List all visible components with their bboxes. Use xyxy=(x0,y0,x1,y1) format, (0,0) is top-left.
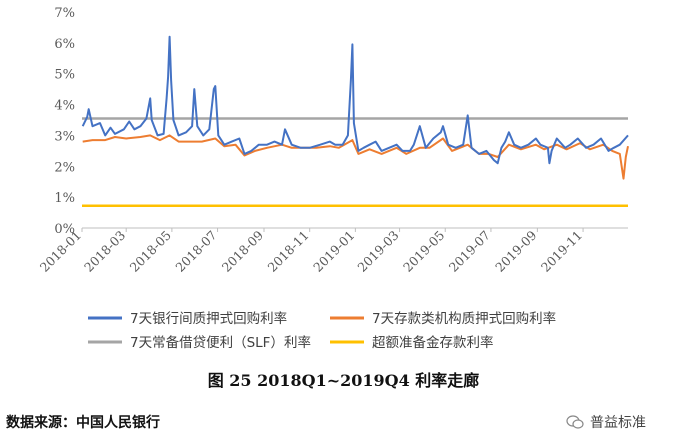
watermark-text: 普益标准 xyxy=(590,415,646,431)
series-lines xyxy=(81,35,629,208)
y-tick-label-0: 0% xyxy=(54,222,75,237)
watermark: 普益标准 xyxy=(566,412,646,432)
legend-label-1: 7天存款类机构质押式回购利率 xyxy=(372,310,556,327)
x-tick-label-2019-11: 2019-11 xyxy=(538,228,585,275)
y-tick-label-3: 3% xyxy=(54,129,75,144)
y-tick-label-4: 4% xyxy=(54,99,75,114)
y-tick-label-2: 2% xyxy=(54,160,75,175)
y-axis-ticks: 0% 1% 2% 3% 4% 5% 6% 7% xyxy=(54,6,75,237)
x-tick-label-2019-09: 2019-09 xyxy=(492,227,539,274)
figure-caption: 图 25 2018Q1~2019Q4 利率走廊 xyxy=(207,371,480,390)
x-tick-label-2019-05: 2019-05 xyxy=(400,228,447,275)
data-source-note: 数据来源：中国人民银行 xyxy=(6,415,160,431)
x-tick-label-2018-11: 2018-11 xyxy=(264,228,311,275)
x-tick-label-2018-05: 2018-05 xyxy=(127,228,174,275)
x-tick-label-2019-07: 2019-07 xyxy=(446,227,493,274)
legend-label-0: 7天银行间质押式回购利率 xyxy=(130,310,287,327)
series-line-1 xyxy=(82,134,629,180)
y-tick-label-7: 7% xyxy=(54,6,75,21)
y-tick-label-6: 6% xyxy=(54,37,75,52)
legend: 7天银行间质押式回购利率 7天存款类机构质押式回购利率 7天常备借贷便利（SLF）利… xyxy=(88,310,556,351)
x-tick-label-2019-01: 2019-01 xyxy=(310,228,357,275)
y-tick-label-5: 5% xyxy=(54,68,75,83)
y-tick-label-1: 1% xyxy=(54,191,75,206)
x-tick-label-2019-03: 2019-03 xyxy=(354,227,401,274)
wechat-icon xyxy=(566,415,584,429)
x-tick-label-2018-09: 2018-09 xyxy=(219,227,266,274)
series-line-0 xyxy=(81,35,629,165)
x-tick-label-2018-07: 2018-07 xyxy=(172,227,219,274)
legend-label-2: 7天常备借贷便利（SLF）利率 xyxy=(130,334,311,351)
legend-label-3: 超额准备金存款利率 xyxy=(372,334,494,351)
x-tick-label-2018-03: 2018-03 xyxy=(81,227,128,274)
line-chart: 0% 1% 2% 3% 4% 5% 6% 7% 2018-012018-032018-0520… xyxy=(37,6,629,351)
